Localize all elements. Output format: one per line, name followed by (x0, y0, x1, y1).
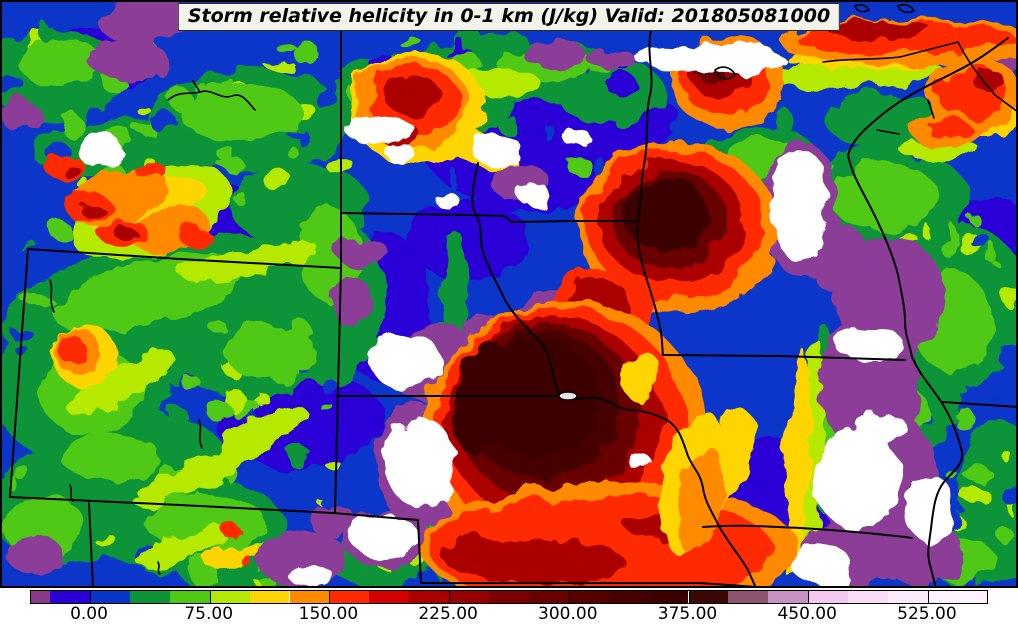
colorbar-segment (489, 591, 529, 603)
colorbar-segment (528, 591, 569, 603)
colorbar-tick (329, 591, 331, 603)
colorbar-segment (728, 591, 769, 603)
state-borders (9, 29, 1018, 588)
colorbar-tick-label: 300.00 (538, 604, 598, 624)
map-canvas (0, 0, 1018, 588)
helicity-field-svg (0, 0, 1018, 588)
colorbar-tick (927, 591, 929, 603)
colorbar-tick-label: 75.00 (184, 604, 234, 624)
title-text: Storm relative helicity in 0-1 km (J/kg)… (187, 5, 831, 27)
colorbar-segment (568, 591, 609, 603)
colorbar-segment (289, 591, 330, 603)
colorbar-segment (249, 591, 290, 603)
colorbar-tick (688, 591, 690, 603)
colorbar-segment (608, 591, 649, 603)
colorbar-tick (90, 591, 91, 603)
colorbar-segment (449, 591, 489, 603)
colorbar-segment (808, 591, 849, 603)
colorbar-tick-label: 0.00 (70, 604, 108, 624)
colorbar-segment (927, 591, 987, 603)
colorbar-segment (31, 591, 51, 603)
colorbar-segment (369, 591, 410, 603)
colorbar (30, 590, 988, 604)
colorbar-tick (449, 591, 451, 603)
colorbar-tick-label: 150.00 (298, 604, 359, 624)
colorbar-segment (648, 591, 689, 603)
colorbar-segment (129, 591, 170, 603)
colorbar-segment (209, 591, 250, 603)
map-frame (0, 0, 1018, 588)
colorbar-segment (169, 591, 210, 603)
colorbar-tick (209, 591, 211, 603)
colorbar-segment (50, 591, 90, 603)
colorbar-tick-label: 225.00 (418, 604, 478, 624)
colorbar-segment (888, 591, 928, 603)
colorbar-tick-label: 450.00 (777, 604, 837, 624)
colorbar-segment (848, 591, 888, 603)
field-offscale-white (78, 44, 954, 587)
colorbar-segment (329, 591, 370, 603)
colorbar-tick (568, 591, 570, 603)
colorbar-tick-label: 525.00 (897, 604, 957, 624)
colorbar-segment (688, 591, 729, 603)
colorbar-segment (90, 591, 130, 603)
colorbar-segment (768, 591, 809, 603)
title-box: Storm relative helicity in 0-1 km (J/kg)… (177, 3, 841, 31)
colorbar-tick-label: 375.00 (657, 604, 718, 624)
colorbar-segment (409, 591, 450, 603)
colorbar-tick (808, 591, 810, 603)
